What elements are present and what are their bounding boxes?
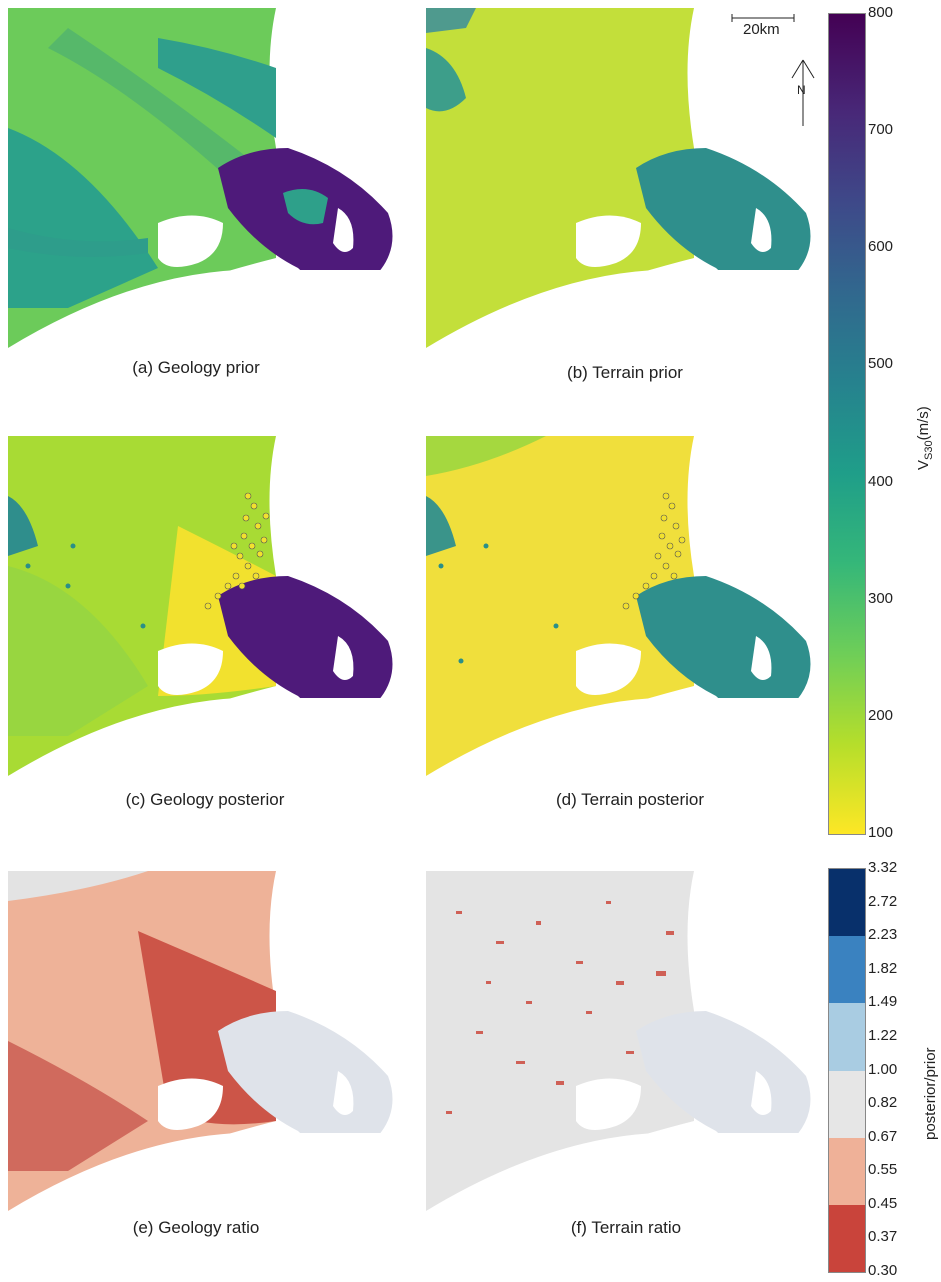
ratio-tick-1.82: 1.82 xyxy=(868,959,898,977)
ratio-tick-1.22: 1.22 xyxy=(868,1026,898,1044)
ratio-axis-label: posterior/prior xyxy=(922,1047,939,1140)
ratio-band xyxy=(829,936,865,971)
ratio-tick-0.55: 0.55 xyxy=(868,1161,898,1179)
vs30-axis-label: VS30(m/s) xyxy=(915,406,935,470)
ratio-band xyxy=(829,1104,865,1139)
vs30-tick-100: 100 xyxy=(868,824,894,841)
caption-f: (f) Terrain ratio xyxy=(570,1218,682,1237)
ratio-band xyxy=(829,1003,865,1038)
scale-bar xyxy=(731,10,795,22)
ratio-tick-0.37: 0.37 xyxy=(868,1228,898,1246)
ratio-tick-0.82: 0.82 xyxy=(868,1094,898,1112)
vs30-tick-800: 800 xyxy=(868,4,894,21)
ratio-band xyxy=(829,1036,865,1071)
ratio-tick-2.72: 2.72 xyxy=(868,892,898,910)
ratio-tick-1.49: 1.49 xyxy=(868,993,898,1011)
map-panel-e xyxy=(8,871,408,1211)
map-panel-d xyxy=(426,436,826,776)
ratio-tick-0.30: 0.30 xyxy=(868,1262,898,1279)
terrain-prior-map xyxy=(426,8,826,348)
ratio-tick-0.45: 0.45 xyxy=(868,1194,898,1212)
vs30-tick-300: 300 xyxy=(868,589,894,607)
vs30-tick-600: 600 xyxy=(868,238,894,256)
map-panel-b xyxy=(426,8,826,348)
caption-b: (b) Terrain prior xyxy=(567,363,683,382)
caption-c: (c) Geology posterior xyxy=(125,790,285,809)
ratio-tick-3.32: 3.32 xyxy=(868,859,898,876)
vs30-label-main: V xyxy=(915,459,932,470)
vs30-tick-500: 500 xyxy=(868,355,894,373)
ratio-colorbar xyxy=(828,868,866,1273)
ratio-band xyxy=(829,1171,865,1206)
vs30-tick-700: 700 xyxy=(868,121,894,139)
caption-e: (e) Geology ratio xyxy=(132,1218,260,1237)
vs30-label-sub: S30 xyxy=(923,440,935,460)
ratio-band xyxy=(829,902,865,937)
map-panel-a xyxy=(8,8,408,348)
ratio-band xyxy=(829,1204,865,1239)
caption-a: (a) Geology prior xyxy=(132,358,260,377)
vs30-label-unit: (m/s) xyxy=(915,406,932,441)
geology-posterior-map xyxy=(8,436,408,776)
ratio-tick-0.67: 0.67 xyxy=(868,1127,898,1145)
map-panel-c xyxy=(8,436,408,776)
scale-bar-label: 20km xyxy=(743,21,780,38)
geology-ratio-map xyxy=(8,871,408,1211)
geology-prior-map xyxy=(8,8,408,348)
ratio-tick-2.23: 2.23 xyxy=(868,926,898,944)
north-arrow-label: N xyxy=(797,83,806,97)
terrain-posterior-map xyxy=(426,436,826,776)
ratio-band xyxy=(829,1238,865,1273)
ratio-band xyxy=(829,869,865,904)
ratio-band xyxy=(829,1137,865,1172)
map-panel-f xyxy=(426,871,826,1211)
vs30-tick-200: 200 xyxy=(868,706,894,724)
vs30-tick-400: 400 xyxy=(868,472,894,490)
ratio-tick-1.00: 1.00 xyxy=(868,1060,898,1078)
terrain-ratio-map xyxy=(426,871,826,1211)
caption-d: (d) Terrain posterior xyxy=(555,790,705,809)
ratio-band xyxy=(829,969,865,1004)
north-arrow-icon xyxy=(788,58,818,128)
vs30-colorbar xyxy=(828,13,866,835)
ratio-band xyxy=(829,1070,865,1105)
